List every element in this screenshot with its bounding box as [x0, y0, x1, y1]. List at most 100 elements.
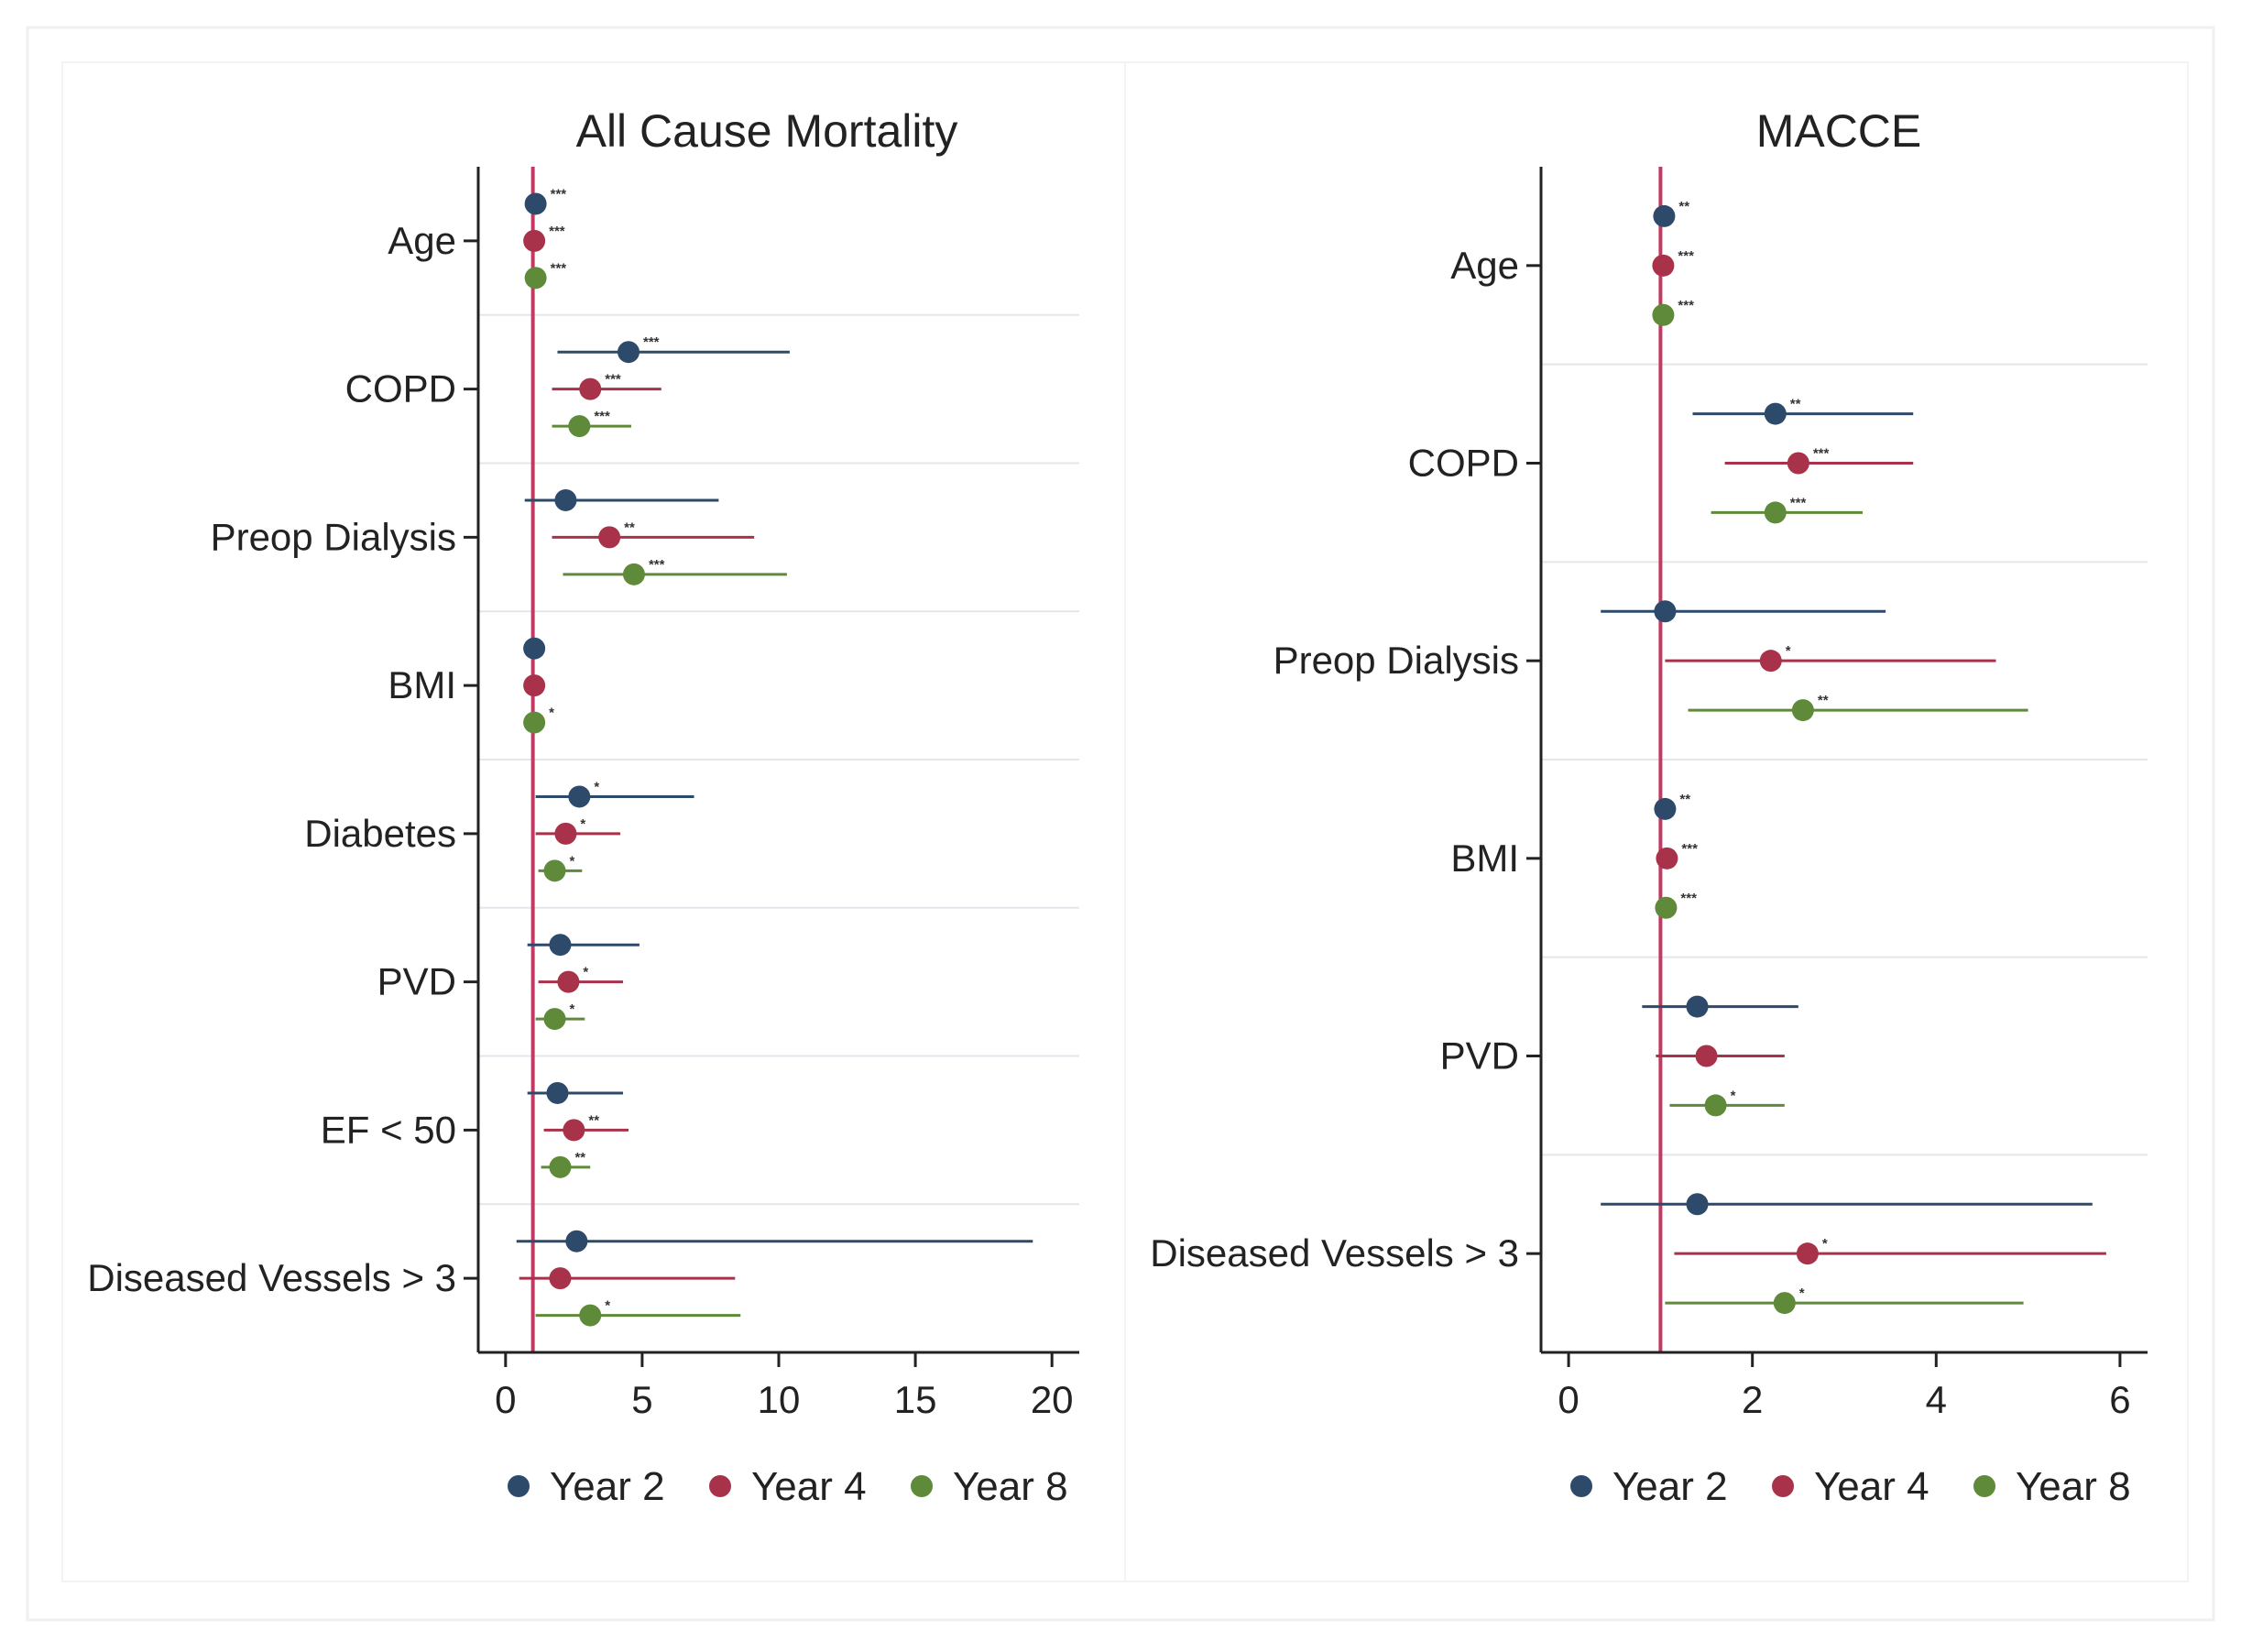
x-tick-label: 15 [894, 1378, 937, 1421]
estimate-point-year8 [1773, 1292, 1796, 1315]
estimate-point-year4 [523, 229, 546, 252]
estimate-point-year2 [554, 488, 577, 511]
significance-label: *** [551, 186, 567, 202]
legend-marker-year4 [1772, 1475, 1794, 1497]
significance-label: *** [1813, 446, 1830, 462]
category-label-ef-50: EF < 50 [321, 1108, 456, 1151]
estimate-point-year4 [1656, 847, 1678, 870]
category-label-preop-dialysis: Preop Dialysis [1274, 639, 1519, 682]
category-label-diabetes: Diabetes [304, 812, 456, 855]
legend-mortality: Year 2 Year 4 Year 8 [508, 1464, 1068, 1509]
estimate-point-year4 [557, 970, 580, 993]
estimate-point-year2 [549, 934, 572, 957]
estimate-point-year8 [524, 267, 547, 290]
significance-label: * [569, 853, 574, 869]
significance-label: ** [624, 520, 635, 535]
estimate-point-year2 [1764, 402, 1787, 425]
estimate-point-year8 [1791, 699, 1814, 722]
estimate-point-year8 [622, 563, 645, 585]
estimate-point-year4 [1652, 254, 1675, 277]
estimate-point-year2 [1653, 204, 1676, 227]
category-label-preop-dialysis: Preop Dialysis [211, 515, 456, 558]
panel-all-cause-mortality: All Cause Mortality 0 5 10 15 20Age*********… [87, 105, 1079, 1509]
x-tick-label: 4 [1926, 1378, 1947, 1421]
significance-label: *** [643, 334, 660, 350]
significance-label: *** [1678, 298, 1694, 313]
x-tick-label: 2 [1742, 1378, 1763, 1421]
significance-label: * [549, 706, 554, 721]
significance-label: *** [549, 224, 565, 239]
estimate-point-year8 [579, 1304, 602, 1327]
significance-label: *** [1790, 495, 1807, 510]
estimate-point-year8 [1655, 896, 1678, 919]
panel-title: All Cause Mortality [576, 105, 958, 157]
category-label-age: Age [1450, 244, 1519, 287]
significance-label: *** [1681, 841, 1698, 857]
significance-label: * [605, 1298, 610, 1314]
legend-marker-year8 [911, 1475, 933, 1497]
estimate-point-year4 [598, 526, 621, 549]
estimate-point-year4 [1695, 1045, 1718, 1067]
legend-macce: Year 2 Year 4 Year 8 [1570, 1464, 2131, 1509]
significance-label: * [1799, 1285, 1805, 1301]
estimate-point-year8 [1652, 303, 1675, 326]
legend-label-year2: Year 2 [550, 1464, 665, 1509]
significance-label: *** [1680, 891, 1697, 906]
estimate-point-year2 [1686, 1193, 1709, 1216]
legend-marker-year2 [1570, 1475, 1592, 1497]
legend-label-year4: Year 4 [751, 1464, 867, 1509]
estimate-point-year2 [1654, 600, 1677, 623]
legend-marker-year8 [1973, 1475, 1995, 1497]
category-label-pvd: PVD [377, 960, 456, 1003]
category-label-bmi: BMI [1450, 837, 1519, 880]
estimate-point-year8 [543, 1008, 566, 1031]
legend-label-year8: Year 8 [2016, 1464, 2131, 1509]
category-label-age: Age [388, 219, 456, 262]
significance-label: * [580, 816, 585, 832]
significance-label: *** [551, 260, 567, 276]
category-label-bmi: BMI [388, 663, 456, 706]
estimate-point-year8 [1764, 501, 1787, 524]
legend-label-year4: Year 4 [1814, 1464, 1929, 1509]
legend-label-year2: Year 2 [1612, 1464, 1728, 1509]
x-tick-label: 20 [1031, 1378, 1074, 1421]
significance-label: *** [649, 557, 665, 573]
significance-label: ** [1790, 397, 1801, 412]
estimate-point-year2 [523, 637, 546, 660]
significance-label: * [594, 779, 599, 794]
estimate-point-year4 [1796, 1242, 1819, 1265]
estimate-point-year8 [568, 415, 591, 438]
estimate-point-year2 [618, 341, 640, 364]
category-label-copd: COPD [1408, 442, 1519, 485]
panel-title: MACCE [1756, 105, 1922, 157]
category-label-diseased-vessels-3: Diseased Vessels > 3 [87, 1256, 456, 1299]
significance-label: * [569, 1001, 574, 1017]
estimate-point-year8 [523, 711, 546, 734]
estimate-point-year2 [1654, 797, 1677, 820]
significance-label: ** [1679, 792, 1690, 807]
x-tick-label: 0 [495, 1378, 516, 1421]
significance-label: ** [588, 1112, 599, 1128]
significance-label: ** [574, 1150, 585, 1165]
x-tick-label: 10 [758, 1378, 801, 1421]
x-tick-label: 5 [631, 1378, 652, 1421]
estimate-point-year2 [546, 1081, 569, 1104]
estimate-point-year2 [524, 192, 547, 215]
estimate-point-year8 [549, 1155, 572, 1178]
significance-label: * [583, 965, 588, 980]
significance-label: ** [1818, 693, 1829, 708]
estimate-point-year4 [563, 1119, 585, 1142]
significance-label: *** [1678, 248, 1694, 264]
category-label-copd: COPD [345, 367, 456, 410]
significance-label: *** [605, 372, 621, 388]
category-label-diseased-vessels-3: Diseased Vessels > 3 [1150, 1231, 1519, 1275]
legend-marker-year4 [709, 1475, 731, 1497]
estimate-point-year4 [549, 1267, 572, 1290]
estimate-point-year4 [579, 377, 602, 400]
x-tick-label: 0 [1558, 1378, 1579, 1421]
